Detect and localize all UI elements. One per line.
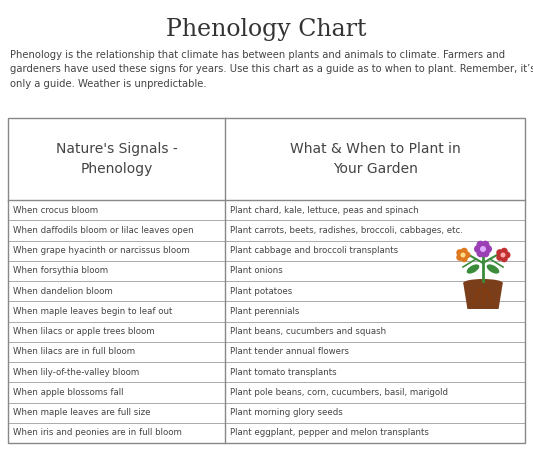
Text: When dandelion bloom: When dandelion bloom bbox=[13, 286, 113, 295]
Text: When lilacs are in full bloom: When lilacs are in full bloom bbox=[13, 348, 135, 357]
Circle shape bbox=[461, 255, 468, 262]
Circle shape bbox=[496, 254, 503, 261]
Text: When maple leaves are full size: When maple leaves are full size bbox=[13, 408, 150, 417]
Ellipse shape bbox=[467, 264, 479, 273]
Text: Plant morning glory seeds: Plant morning glory seeds bbox=[230, 408, 343, 417]
Text: Plant chard, kale, lettuce, peas and spinach: Plant chard, kale, lettuce, peas and spi… bbox=[230, 206, 419, 215]
Circle shape bbox=[480, 246, 486, 252]
Circle shape bbox=[456, 249, 463, 256]
Polygon shape bbox=[463, 283, 503, 309]
Text: Plant cabbage and broccoli transplants: Plant cabbage and broccoli transplants bbox=[230, 246, 398, 255]
Text: Phenology is the relationship that climate has between plants and animals to cli: Phenology is the relationship that clima… bbox=[10, 50, 533, 89]
Text: What & When to Plant in
Your Garden: What & When to Plant in Your Garden bbox=[290, 142, 461, 176]
Text: Plant carrots, beets, radishes, broccoli, cabbages, etc.: Plant carrots, beets, radishes, broccoli… bbox=[230, 226, 463, 235]
Text: When daffodils bloom or lilac leaves open: When daffodils bloom or lilac leaves ope… bbox=[13, 226, 193, 235]
Circle shape bbox=[461, 248, 468, 255]
Text: Nature's Signals -
Phenology: Nature's Signals - Phenology bbox=[55, 142, 177, 176]
Circle shape bbox=[484, 245, 492, 253]
Text: When iris and peonies are in full bloom: When iris and peonies are in full bloom bbox=[13, 428, 182, 437]
Circle shape bbox=[464, 251, 471, 259]
Circle shape bbox=[500, 255, 508, 262]
Text: When lilacs or apple trees bloom: When lilacs or apple trees bloom bbox=[13, 327, 155, 336]
Text: Plant pole beans, corn, cucumbers, basil, marigold: Plant pole beans, corn, cucumbers, basil… bbox=[230, 388, 448, 397]
Circle shape bbox=[477, 249, 484, 257]
Text: Plant beans, cucumbers and squash: Plant beans, cucumbers and squash bbox=[230, 327, 386, 336]
Text: When grape hyacinth or narcissus bloom: When grape hyacinth or narcissus bloom bbox=[13, 246, 190, 255]
Text: Plant perennials: Plant perennials bbox=[230, 307, 300, 316]
Text: Plant potatoes: Plant potatoes bbox=[230, 286, 293, 295]
Circle shape bbox=[477, 241, 484, 249]
Circle shape bbox=[461, 252, 465, 257]
Circle shape bbox=[474, 245, 482, 253]
Text: Plant eggplant, pepper and melon transplants: Plant eggplant, pepper and melon transpl… bbox=[230, 428, 429, 437]
Circle shape bbox=[504, 251, 511, 259]
Text: When maple leaves begin to leaf out: When maple leaves begin to leaf out bbox=[13, 307, 172, 316]
Text: When apple blossoms fall: When apple blossoms fall bbox=[13, 388, 124, 397]
Text: Plant onions: Plant onions bbox=[230, 266, 283, 275]
Circle shape bbox=[456, 254, 463, 261]
Circle shape bbox=[500, 248, 508, 255]
Text: When forsythia bloom: When forsythia bloom bbox=[13, 266, 108, 275]
Text: When crocus bloom: When crocus bloom bbox=[13, 206, 98, 215]
Text: Plant tomato transplants: Plant tomato transplants bbox=[230, 368, 337, 377]
Circle shape bbox=[481, 249, 489, 257]
Ellipse shape bbox=[463, 279, 503, 287]
Circle shape bbox=[481, 241, 489, 249]
Text: Phenology Chart: Phenology Chart bbox=[166, 18, 367, 41]
Ellipse shape bbox=[487, 264, 499, 273]
Bar bbox=[8, 118, 525, 443]
Text: Plant tender annual flowers: Plant tender annual flowers bbox=[230, 348, 349, 357]
Text: When lily-of-the-valley bloom: When lily-of-the-valley bloom bbox=[13, 368, 139, 377]
Circle shape bbox=[496, 249, 503, 256]
Circle shape bbox=[500, 252, 505, 257]
